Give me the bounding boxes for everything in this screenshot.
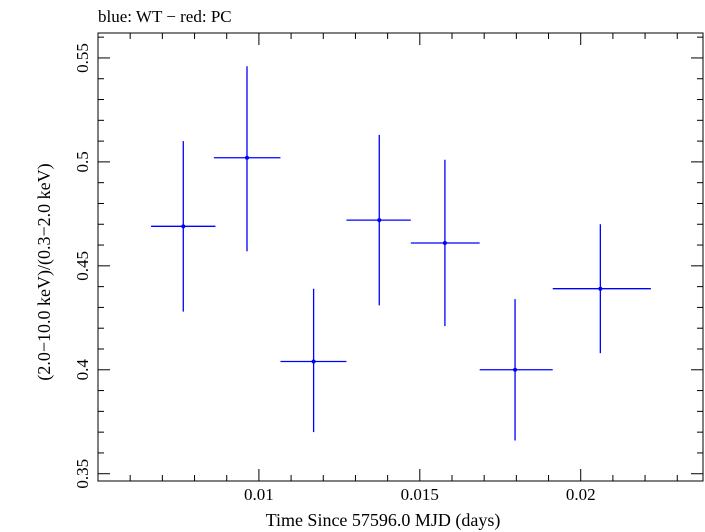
point-marker — [244, 155, 249, 160]
data-point — [552, 224, 651, 354]
x-tick-label: 0.01 — [244, 485, 274, 504]
x-tick-label: 0.02 — [566, 485, 596, 504]
point-marker — [181, 224, 186, 229]
y-axis-label: (2.0−10.0 keV)/(0.3−2.0 keV) — [34, 163, 55, 380]
point-marker — [513, 367, 518, 372]
y-tick-label: 0.55 — [73, 43, 92, 73]
chart-title: blue: WT − red: PC — [98, 7, 232, 26]
x-axis-label: Time Since 57596.0 MJD (days) — [266, 510, 501, 531]
y-tick-label: 0.35 — [73, 459, 92, 489]
y-tick-label: 0.45 — [73, 251, 92, 281]
x-axis-tick-labels: 0.01 0.015 0.02 — [244, 485, 596, 504]
x-tick-label: 0.015 — [401, 485, 439, 504]
x-axis-ticks — [129, 33, 678, 481]
y-tick-label: 0.5 — [73, 151, 92, 172]
point-marker — [377, 218, 382, 223]
point-marker — [442, 240, 447, 245]
plot-frame — [97, 32, 704, 482]
series-wt — [151, 66, 651, 441]
data-point — [151, 141, 216, 312]
point-marker — [311, 359, 316, 364]
y-tick-label: 0.4 — [73, 359, 92, 381]
data-point — [479, 299, 553, 441]
data-point — [213, 66, 281, 252]
data-point — [346, 134, 411, 306]
y-axis-tick-labels: 0.35 0.4 0.45 0.5 0.55 — [73, 43, 92, 489]
data-point — [410, 159, 480, 327]
y-axis-ticks — [98, 36, 703, 475]
point-marker — [598, 286, 603, 291]
data-point — [280, 288, 347, 433]
